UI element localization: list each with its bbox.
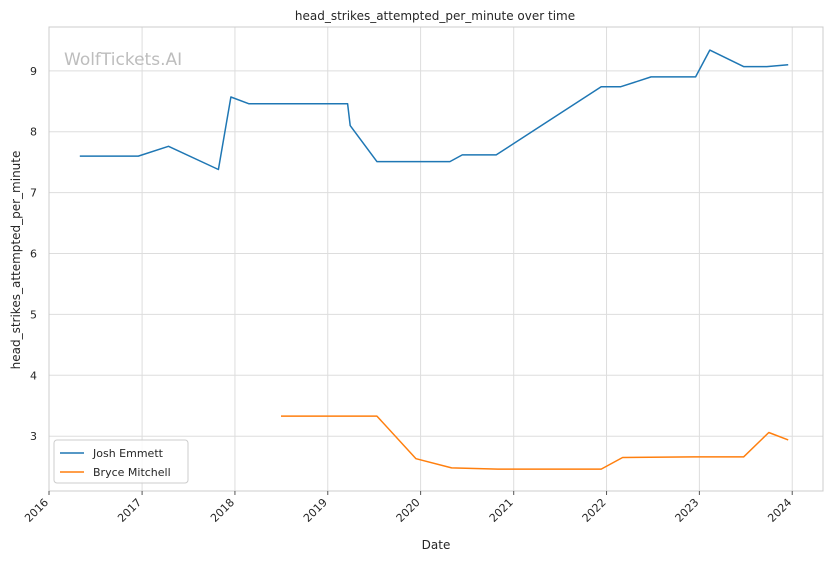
data-point xyxy=(620,86,622,88)
data-point xyxy=(787,64,789,66)
legend-label: Bryce Mitchell xyxy=(93,466,171,479)
data-point xyxy=(167,145,169,147)
series-line xyxy=(281,415,789,470)
series-0 xyxy=(79,49,789,171)
data-point xyxy=(346,103,348,105)
series-layer xyxy=(79,49,789,470)
data-point xyxy=(768,431,770,433)
data-point xyxy=(600,86,602,88)
y-tick-label: 9 xyxy=(30,65,37,78)
data-point xyxy=(248,103,250,105)
data-point xyxy=(376,415,378,417)
watermark: WolfTickets.AI xyxy=(64,50,182,70)
y-axis-label: head_strikes_attempted_per_minute xyxy=(9,151,23,370)
data-point xyxy=(217,168,219,170)
y-axis-ticks: 3 4 5 6 7 8 9 xyxy=(30,65,37,443)
series-1 xyxy=(280,415,789,470)
data-point xyxy=(621,456,623,458)
x-tick-label: 2017 xyxy=(115,496,144,525)
x-axis-ticks: 2016 2017 2018 2019 2020 2021 2022 2023 2024 xyxy=(22,491,794,525)
data-point xyxy=(230,96,232,98)
plot-area xyxy=(48,26,824,492)
y-tick-label: 7 xyxy=(30,187,37,200)
data-point xyxy=(693,456,695,458)
x-tick-label: 2016 xyxy=(22,496,51,525)
x-tick-label: 2020 xyxy=(394,496,423,525)
data-point xyxy=(742,65,744,67)
data-point xyxy=(415,458,417,460)
data-point xyxy=(376,160,378,162)
data-point xyxy=(694,76,696,78)
data-point xyxy=(766,65,768,67)
y-tick-label: 6 xyxy=(30,248,37,261)
chart-title: head_strikes_attempted_per_minute over t… xyxy=(295,9,575,23)
data-point xyxy=(349,124,351,126)
data-point xyxy=(497,468,499,470)
data-point xyxy=(280,415,282,417)
y-tick-label: 5 xyxy=(30,308,37,321)
x-tick-label: 2021 xyxy=(487,496,516,525)
x-axis-label: Date xyxy=(422,538,451,552)
legend-box xyxy=(53,439,189,484)
data-point xyxy=(650,76,652,78)
y-tick-label: 8 xyxy=(30,126,37,139)
x-tick-label: 2019 xyxy=(301,496,330,525)
data-point xyxy=(600,468,602,470)
legend: Josh Emmett Bryce Mitchell xyxy=(53,439,189,484)
data-point xyxy=(742,456,744,458)
data-point xyxy=(461,154,463,156)
data-point xyxy=(709,49,711,51)
x-tick-label: 2018 xyxy=(208,496,237,525)
series-line xyxy=(79,49,789,171)
y-tick-label: 3 xyxy=(30,430,37,443)
x-tick-label: 2022 xyxy=(580,496,609,525)
y-tick-label: 4 xyxy=(30,369,37,382)
data-point xyxy=(787,439,789,441)
data-point xyxy=(449,160,451,162)
data-point xyxy=(450,467,452,469)
legend-label: Josh Emmett xyxy=(92,447,164,460)
data-point xyxy=(137,155,139,157)
data-point xyxy=(495,154,497,156)
x-tick-label: 2024 xyxy=(765,496,794,525)
grid xyxy=(48,27,823,491)
data-point xyxy=(79,155,81,157)
x-tick-label: 2023 xyxy=(673,496,702,525)
